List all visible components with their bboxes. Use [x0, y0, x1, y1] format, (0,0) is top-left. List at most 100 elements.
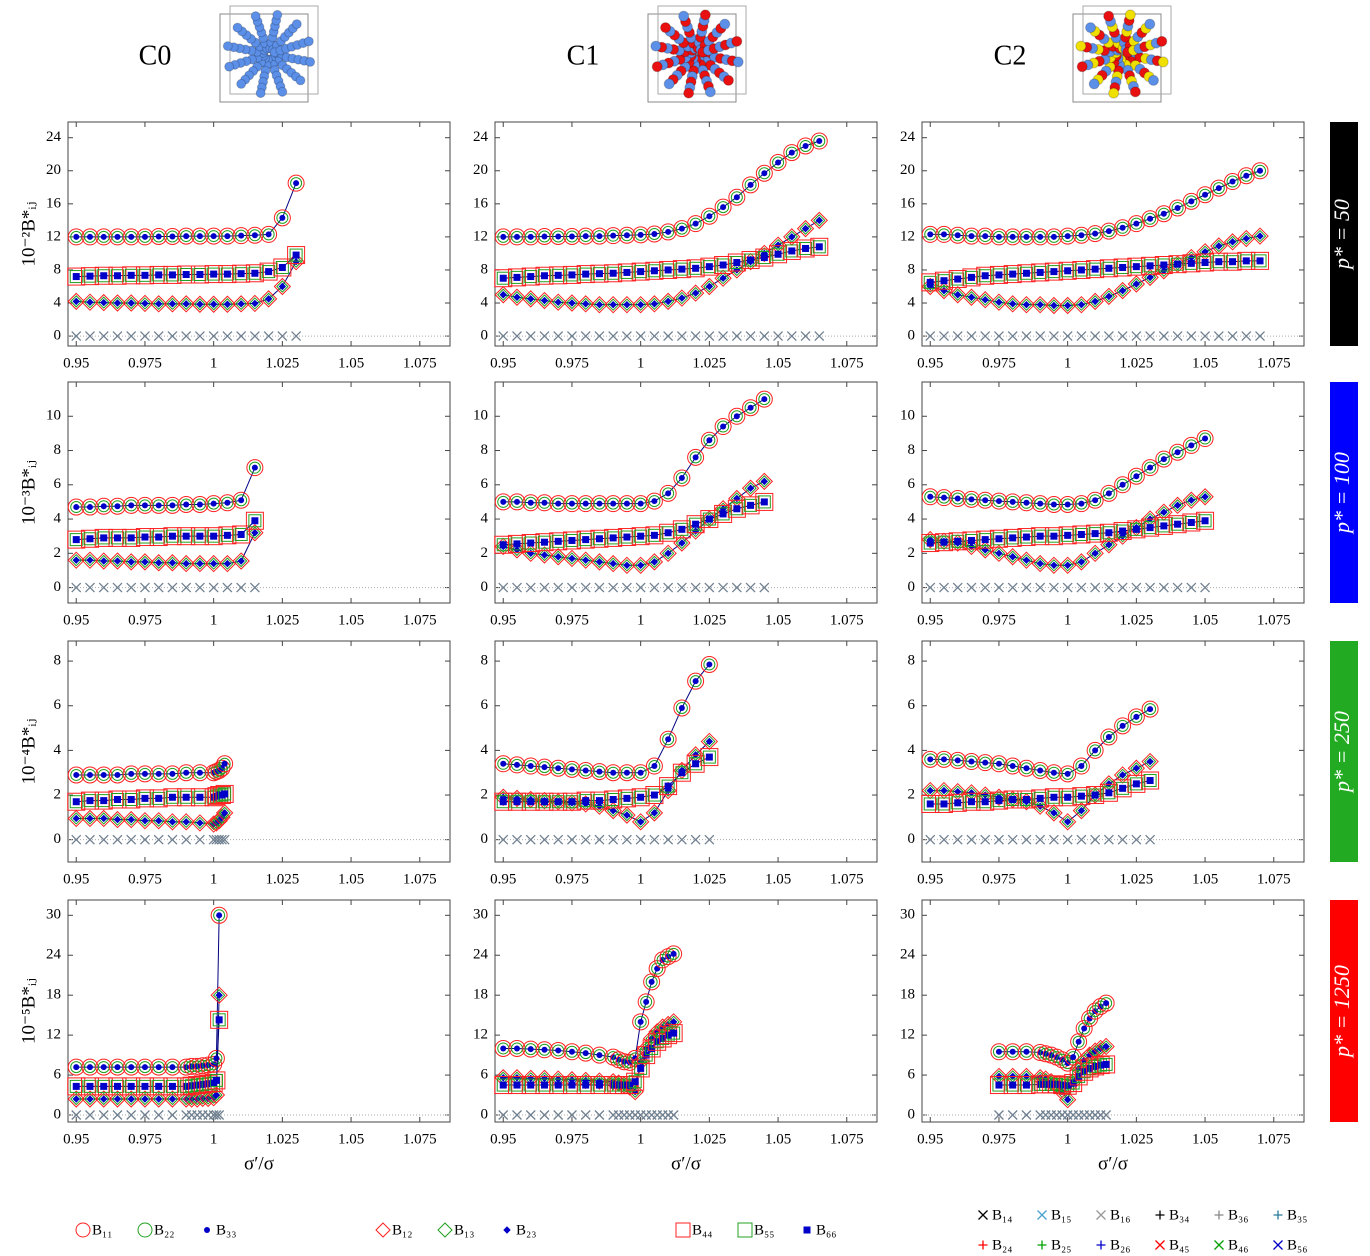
- data-point: [140, 583, 149, 592]
- marker-diamond: [1092, 298, 1098, 304]
- marker-diamond: [1065, 302, 1071, 308]
- data-point: [1073, 758, 1089, 774]
- data-point: [705, 835, 714, 844]
- x-tick-label: 1.075: [403, 355, 437, 371]
- data-point: [136, 529, 153, 546]
- y-axis-label: 10⁻⁴B*ᵢⱼ: [18, 719, 39, 785]
- data-point: [798, 221, 814, 237]
- marker-x: [1215, 1241, 1224, 1250]
- data-point: [182, 332, 191, 341]
- legend-label: B₅₅: [754, 1222, 774, 1238]
- data-point: [526, 1111, 535, 1120]
- plot-frame: [68, 382, 450, 603]
- marker-dot: [1202, 192, 1208, 198]
- data-point: [935, 272, 952, 289]
- marker-x: [209, 583, 218, 592]
- marker-square: [541, 539, 547, 545]
- data-point: [81, 530, 98, 547]
- x-tick-label: 0.95: [490, 355, 516, 371]
- marker-dot: [651, 231, 657, 237]
- data-point: [499, 332, 508, 341]
- data-point: [638, 994, 654, 1010]
- data-point: [1142, 519, 1159, 536]
- marker-square: [596, 271, 602, 277]
- data-point: [633, 557, 649, 573]
- data-point: [1073, 297, 1089, 313]
- series-line: [930, 439, 1205, 505]
- data-point: [1063, 583, 1072, 592]
- marker-x: [953, 583, 962, 592]
- data-point: [150, 266, 167, 283]
- marker-diamond: [128, 559, 134, 565]
- marker-x: [691, 583, 700, 592]
- data-point: [728, 500, 745, 517]
- data-point: [1187, 583, 1196, 592]
- y-tick-label: 24: [900, 129, 916, 145]
- data-point: [164, 789, 181, 806]
- marker-square: [982, 799, 988, 805]
- marker-diamond: [679, 295, 685, 301]
- marker-square: [665, 267, 671, 273]
- legend-marker: [738, 1223, 752, 1237]
- legend-label: B₃₆: [1228, 1207, 1248, 1223]
- legend-label: B₃₄: [1169, 1207, 1189, 1223]
- marker-square: [955, 276, 961, 282]
- marker-square: [610, 270, 616, 276]
- marker-diamond: [101, 815, 107, 821]
- marker-diamond: [252, 530, 258, 536]
- marker-diamond: [720, 275, 726, 281]
- data-point: [99, 332, 108, 341]
- data-point: [701, 208, 717, 224]
- marker-dot: [671, 951, 677, 957]
- marker-square: [156, 534, 162, 540]
- marker-square: [775, 251, 781, 257]
- series-line: [503, 664, 709, 772]
- data-point: [1128, 276, 1144, 292]
- marker-diamond: [706, 283, 712, 289]
- marker-dot: [528, 763, 534, 769]
- marker-square: [761, 499, 767, 505]
- bead: [1158, 57, 1168, 67]
- data-point: [563, 532, 580, 549]
- marker-square: [101, 798, 107, 804]
- data-point: [1224, 253, 1241, 270]
- data-point: [673, 521, 690, 538]
- marker-dot: [541, 500, 547, 506]
- marker-square: [1106, 790, 1112, 796]
- x-tick-label: 1.075: [1257, 355, 1291, 371]
- data-point: [691, 835, 700, 844]
- marker-dot: [114, 234, 120, 240]
- marker-square: [789, 248, 795, 254]
- marker-x: [1022, 332, 1031, 341]
- marker-diamond: [761, 478, 767, 484]
- marker-diamond: [638, 562, 644, 568]
- marker-square: [1120, 785, 1126, 791]
- x-tick-label: 1: [210, 1131, 218, 1147]
- marker-square: [224, 532, 230, 538]
- marker-x: [1132, 332, 1141, 341]
- marker-dot: [638, 232, 644, 238]
- marker-dot: [982, 233, 988, 239]
- data-point: [495, 536, 512, 553]
- marker-diamond: [142, 559, 148, 565]
- marker-square: [676, 1223, 690, 1237]
- data-point: [274, 210, 290, 226]
- data-point: [1060, 557, 1076, 573]
- data-point: [288, 175, 304, 191]
- data-point: [578, 552, 594, 568]
- data-point: [742, 497, 759, 514]
- marker-diamond: [142, 1096, 148, 1102]
- legend-marker: [76, 1223, 90, 1237]
- marker-square: [1147, 525, 1153, 531]
- marker-diamond: [216, 992, 222, 998]
- data-point: [953, 332, 962, 341]
- data-point: [168, 583, 177, 592]
- data-point: [949, 533, 966, 550]
- bead: [1145, 19, 1155, 29]
- bead: [225, 62, 234, 71]
- data-point: [591, 1077, 608, 1094]
- marker-dot: [968, 496, 974, 502]
- marker-x: [1118, 835, 1127, 844]
- marker-dot: [624, 501, 630, 507]
- marker-diamond: [73, 815, 79, 821]
